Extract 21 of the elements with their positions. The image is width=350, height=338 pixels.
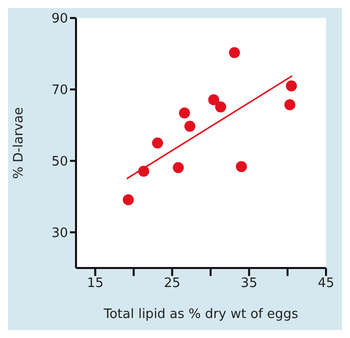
point <box>236 161 247 172</box>
x-tick-label: 15 <box>86 276 104 292</box>
y-tick-label: 50 <box>51 154 68 170</box>
y-tick-label: 70 <box>51 83 68 98</box>
point <box>228 47 240 58</box>
y-tick-label: 90 <box>51 12 68 27</box>
point <box>208 94 220 106</box>
point <box>178 108 190 118</box>
y-axis-title: % D-larvae <box>12 107 27 179</box>
point <box>215 101 226 112</box>
x-axis-title: Total lipid as % dry wt of eggs <box>102 307 298 322</box>
y-tick-label: 30 <box>51 226 68 241</box>
point <box>284 99 296 110</box>
point <box>122 194 134 206</box>
x-tick-label: 25 <box>164 276 180 292</box>
point <box>286 80 297 92</box>
x-tick-label: 45 <box>318 276 334 292</box>
point <box>184 120 196 132</box>
point <box>152 138 164 148</box>
point <box>172 162 184 174</box>
x-tick-label: 35 <box>240 276 258 292</box>
